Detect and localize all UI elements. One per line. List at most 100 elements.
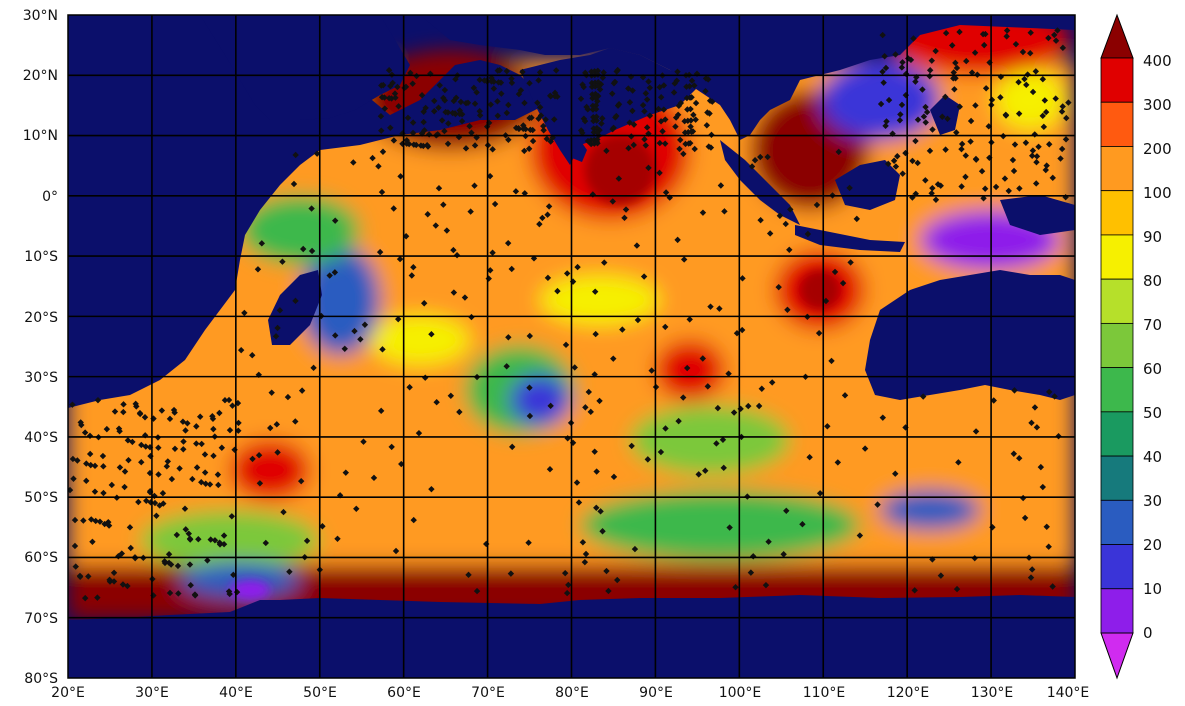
observation-marker [577, 127, 585, 134]
observation-marker [579, 539, 587, 546]
colorbar-segment [1100, 234, 1134, 280]
observation-marker [747, 569, 755, 576]
observation-marker [662, 189, 670, 196]
observation-marker [1040, 123, 1048, 131]
observation-marker [351, 327, 358, 335]
observation-marker [216, 409, 223, 417]
observation-marker [951, 86, 958, 93]
observation-marker [491, 200, 499, 208]
observation-marker [241, 309, 248, 317]
observation-marker [713, 440, 720, 447]
observation-marker [633, 242, 641, 249]
observation-marker [1049, 583, 1056, 590]
observation-marker [195, 536, 202, 543]
observation-marker [100, 489, 107, 497]
observation-marker [733, 330, 741, 337]
observation-marker [631, 545, 639, 553]
observation-marker [155, 471, 162, 478]
observation-marker [450, 97, 458, 105]
observation-marker [435, 185, 443, 192]
observation-marker [440, 94, 447, 102]
observation-marker [536, 104, 544, 111]
observation-marker [582, 69, 589, 77]
observation-marker [536, 220, 543, 228]
observation-marker [569, 278, 577, 285]
observation-marker [1027, 50, 1034, 57]
observation-marker [782, 220, 789, 228]
observation-marker [464, 99, 472, 106]
observation-marker [535, 77, 542, 84]
observation-marker [534, 99, 541, 106]
observation-marker [841, 392, 849, 399]
observation-marker [135, 498, 142, 506]
observation-markers [68, 27, 1072, 602]
lon-label-100e: 100°E [719, 685, 762, 701]
observation-marker [1016, 185, 1023, 192]
observation-marker [922, 119, 929, 126]
colorbar-label-80: 80 [1143, 272, 1162, 290]
observation-marker [1002, 112, 1010, 119]
observation-marker [1035, 143, 1042, 150]
field-blue-center [510, 375, 570, 425]
observation-marker [574, 263, 581, 271]
observation-marker [508, 75, 515, 82]
observation-marker [686, 83, 693, 90]
observation-marker [495, 79, 502, 86]
observation-marker [235, 427, 242, 434]
observation-marker [94, 594, 101, 601]
observation-marker [834, 459, 842, 466]
observation-marker [273, 421, 280, 428]
observation-marker [942, 93, 949, 101]
lon-label-120e: 120°E [887, 685, 930, 701]
observation-marker [1021, 514, 1029, 522]
observation-marker [233, 588, 241, 596]
observation-marker [955, 459, 962, 466]
observation-marker [1039, 112, 1046, 120]
observation-marker [545, 203, 553, 210]
colorbar-label-40: 40 [1143, 448, 1162, 466]
observation-marker [409, 119, 417, 126]
observation-marker [738, 326, 746, 334]
observation-marker [662, 323, 669, 331]
observation-marker [76, 572, 84, 580]
observation-marker [593, 468, 600, 475]
observation-marker [218, 444, 226, 451]
observation-marker [167, 561, 175, 568]
observation-marker [593, 117, 600, 124]
observation-marker [655, 105, 662, 113]
lat-label-50s: 50°S [24, 490, 58, 506]
observation-marker [662, 116, 669, 123]
observation-marker [409, 129, 417, 137]
observation-marker [171, 445, 179, 452]
observation-marker [643, 124, 651, 131]
observation-marker [258, 240, 266, 247]
observation-marker [481, 77, 488, 84]
observation-marker [1063, 114, 1070, 122]
observation-marker [159, 490, 167, 497]
observation-marker [1043, 523, 1050, 531]
observation-marker [189, 475, 196, 483]
observation-marker [1037, 463, 1045, 471]
observation-marker [680, 256, 688, 263]
observation-marker [596, 397, 603, 405]
colorbar-bottom-arrow [1100, 632, 1134, 680]
colorbar-segment [1100, 411, 1134, 457]
observation-marker [937, 182, 944, 189]
observation-marker [173, 531, 181, 539]
lon-label-40e: 40°E [219, 685, 253, 701]
observation-marker [643, 96, 651, 103]
observation-marker [889, 130, 896, 137]
observation-marker [508, 79, 516, 87]
lon-label-60e: 60°E [387, 685, 421, 701]
observation-marker [699, 209, 707, 216]
colorbar-label-20: 20 [1143, 536, 1162, 554]
observation-marker [77, 419, 84, 426]
observation-marker [758, 385, 765, 392]
observation-marker [672, 123, 679, 130]
observation-marker [286, 568, 293, 575]
observation-marker [526, 80, 533, 87]
map-plot-area [68, 15, 1075, 678]
observation-marker [673, 77, 680, 84]
observation-marker [598, 120, 605, 127]
observation-marker [229, 402, 236, 409]
